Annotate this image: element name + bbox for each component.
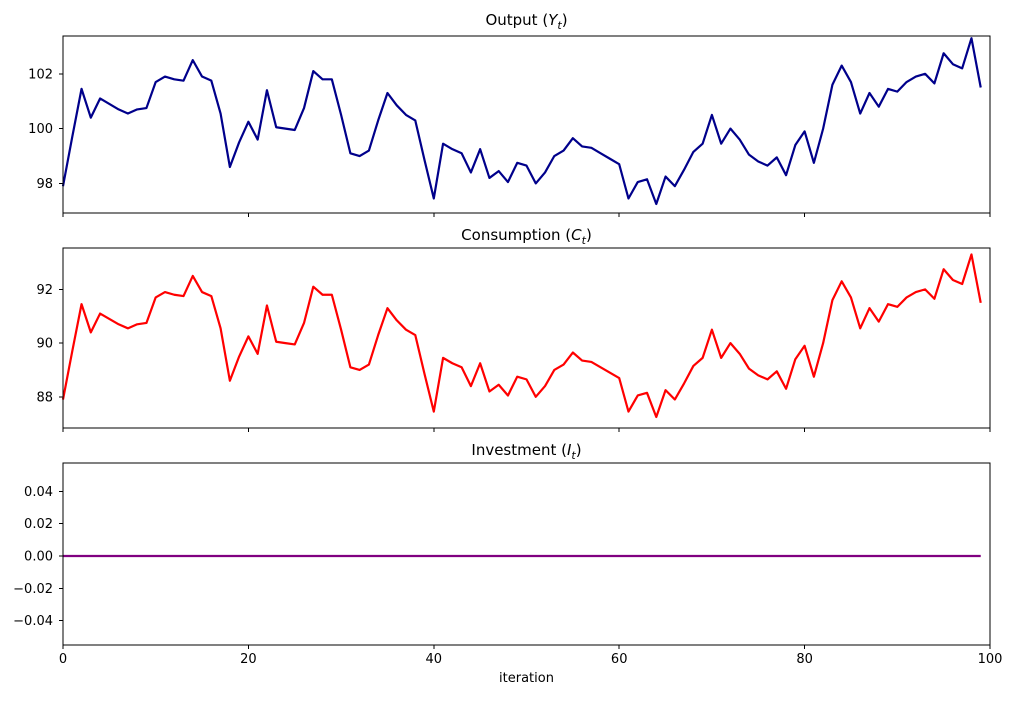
x-tick-label: 40 [426,652,443,667]
y-tick-label: −0.04 [13,614,53,629]
title-suffix: ) [575,441,582,459]
x-tick-label: 60 [611,652,628,667]
y-tick-label: 92 [36,283,53,298]
subplot-title-output: Output (Yt) [63,11,990,32]
output-line [61,37,982,206]
y-tick-label: 0.00 [24,550,53,565]
x-tick-label: 0 [59,652,67,667]
consumption-line [61,253,982,419]
title-text: Output ( [485,11,549,29]
axes-spines [62,35,991,214]
y-tick-label: 100 [28,122,53,137]
title-suffix: ) [585,226,592,244]
title-subscript: t [571,449,576,462]
investment-subplot: −0.04 −0.02 0.00 0.02 0.04 0 20 40 60 80 100 [13,462,1003,667]
title-symbol: C [571,226,582,244]
title-subscript: t [557,19,562,32]
axes-spines [62,462,991,646]
title-suffix: ) [561,11,568,29]
x-tick-label: 20 [240,652,257,667]
title-subscript: t [581,234,586,247]
x-axis-label: iteration [499,671,554,686]
title-text: Consumption ( [461,226,572,244]
consumption-subplot: 88 90 92 [36,247,991,432]
y-tick-label: 90 [36,337,53,352]
y-tick-label: 88 [36,390,53,405]
y-tick-label: −0.02 [13,582,53,597]
title-symbol: Y [548,11,558,29]
subplot-title-investment: Investment (It) [63,441,990,462]
title-text: Investment ( [471,441,567,459]
subplot-title-consumption: Consumption (Ct) [63,226,990,247]
y-tick-label: 98 [36,177,53,192]
y-tick-label: 0.02 [24,517,53,532]
title-symbol: I [566,441,572,459]
x-tick-label: 80 [796,652,813,667]
x-tick-label: 100 [978,652,1003,667]
y-tick-label: 0.04 [24,485,53,500]
axes-spines [62,247,991,429]
y-tick-label: 102 [28,67,53,82]
output-subplot: 98 100 102 [28,35,991,217]
